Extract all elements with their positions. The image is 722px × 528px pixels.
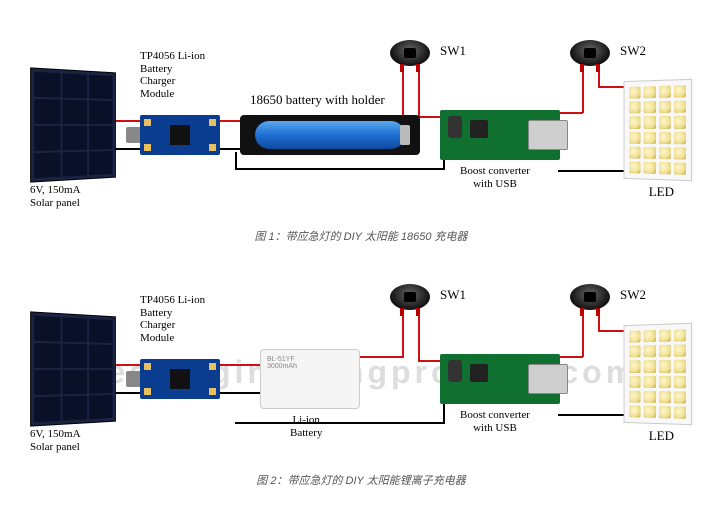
led-label: LED xyxy=(649,429,674,444)
switch-sw2 xyxy=(570,284,610,310)
solar-panel xyxy=(30,67,116,182)
led-panel xyxy=(624,79,693,181)
tp4056-label: TP4056 Li-ion Battery Charger Module xyxy=(140,50,205,101)
boost-label: Boost converter with USB xyxy=(460,165,530,190)
tp4056-module xyxy=(140,115,220,155)
caption-2: 图 2：带应急灯的 DIY 太阳能锂离子充电器 xyxy=(30,472,692,488)
battery-18650 xyxy=(240,115,420,155)
solar-panel-label: 6V, 150mA Solar panel xyxy=(30,184,81,209)
boost-label: Boost converter with USB xyxy=(460,409,530,434)
boost-converter xyxy=(440,110,560,160)
boost-converter xyxy=(440,354,560,404)
sw1-label: SW1 xyxy=(440,288,466,303)
caption-1: 图 1：带应急灯的 DIY 太阳能 18650 充电器 xyxy=(30,228,692,244)
led-label: LED xyxy=(649,185,674,200)
sw2-label: SW2 xyxy=(620,44,646,59)
solar-panel-label: 6V, 150mA Solar panel xyxy=(30,428,81,453)
battery-label: Li-ion Battery xyxy=(290,414,322,439)
switch-sw2 xyxy=(570,40,610,66)
tp4056-label: TP4056 Li-ion Battery Charger Module xyxy=(140,294,205,345)
led-panel xyxy=(624,323,693,425)
sw2-label: SW2 xyxy=(620,288,646,303)
liion-battery: BL-51YF3000mAh xyxy=(260,349,360,409)
battery-label: 18650 battery with holder xyxy=(250,93,385,108)
tp4056-module xyxy=(140,359,220,399)
switch-sw1 xyxy=(390,284,430,310)
solar-panel xyxy=(30,311,116,426)
diagram-1: 6V, 150mA Solar panel TP4056 Li-ion Batt… xyxy=(30,20,692,220)
sw1-label: SW1 xyxy=(440,44,466,59)
diagram-2: bestengineeringprojects.com 6V, 150mA So… xyxy=(30,264,692,464)
switch-sw1 xyxy=(390,40,430,66)
